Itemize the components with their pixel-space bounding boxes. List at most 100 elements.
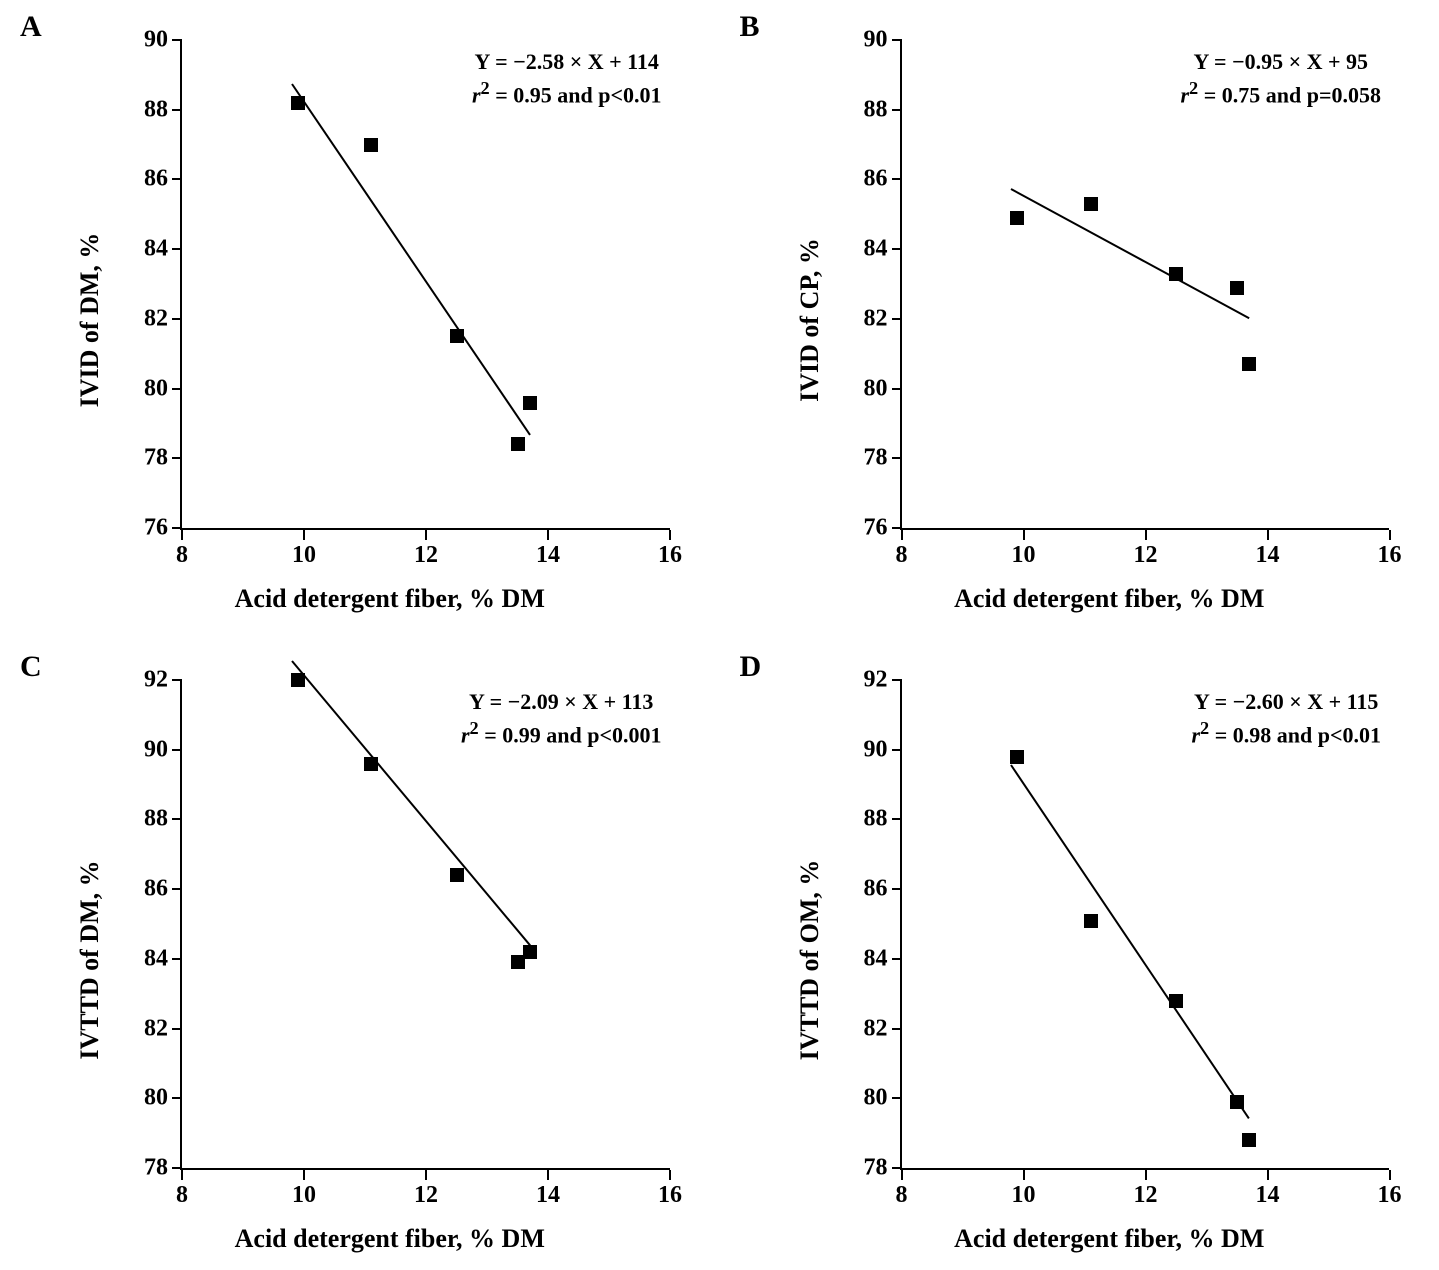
data-point bbox=[1242, 357, 1256, 371]
tick-mark bbox=[892, 818, 902, 820]
equation-line-2: r2 = 0.75 and p=0.058 bbox=[1180, 77, 1381, 110]
tick-mark bbox=[901, 530, 903, 540]
tick-mark bbox=[892, 248, 902, 250]
tick-label: 12 bbox=[1134, 542, 1158, 569]
tick-label: 80 bbox=[864, 375, 888, 402]
panel-c: C IVTTD of DM, % Y = −2.09 × X + 113 r2 … bbox=[20, 650, 700, 1250]
tick-label: 92 bbox=[864, 667, 888, 694]
y-axis-label: IVID of CP, % bbox=[795, 238, 825, 402]
tick-mark bbox=[172, 178, 182, 180]
tick-label: 86 bbox=[144, 876, 168, 903]
tick-mark bbox=[425, 1170, 427, 1180]
x-axis-label: Acid detergent fiber, % DM bbox=[954, 584, 1264, 614]
r2-text: = 0.75 and p=0.058 bbox=[1198, 82, 1381, 107]
chart-outer: IVTTD of OM, % Y = −2.60 × X + 115 r2 = … bbox=[800, 670, 1420, 1250]
tick-mark bbox=[172, 1097, 182, 1099]
r-italic: r bbox=[461, 722, 470, 747]
r-italic: r bbox=[1191, 722, 1200, 747]
equation-line-1: Y = −0.95 × X + 95 bbox=[1180, 48, 1381, 77]
tick-label: 12 bbox=[414, 542, 438, 569]
tick-label: 80 bbox=[864, 1085, 888, 1112]
r2-text: = 0.98 and p<0.01 bbox=[1209, 722, 1381, 747]
tick-mark bbox=[547, 530, 549, 540]
r2-text: = 0.95 and p<0.01 bbox=[490, 82, 662, 107]
tick-label: 92 bbox=[144, 667, 168, 694]
tick-label: 88 bbox=[864, 806, 888, 833]
panel-b: B IVID of CP, % Y = −0.95 × X + 95 r2 = … bbox=[740, 10, 1420, 610]
tick-label: 90 bbox=[864, 27, 888, 54]
plot-area: Y = −2.60 × X + 115 r2 = 0.98 and p<0.01… bbox=[900, 680, 1390, 1170]
r-superscript: 2 bbox=[470, 718, 479, 738]
tick-label: 10 bbox=[292, 542, 316, 569]
data-point bbox=[511, 437, 525, 451]
tick-label: 8 bbox=[896, 542, 908, 569]
data-point bbox=[291, 96, 305, 110]
data-point bbox=[1169, 267, 1183, 281]
plot-area: Y = −2.58 × X + 114 r2 = 0.95 and p<0.01… bbox=[180, 40, 670, 530]
tick-label: 86 bbox=[144, 166, 168, 193]
tick-label: 14 bbox=[1256, 1182, 1280, 1209]
equation-line-2: r2 = 0.95 and p<0.01 bbox=[472, 77, 662, 110]
tick-mark bbox=[892, 958, 902, 960]
tick-mark bbox=[181, 530, 183, 540]
tick-mark bbox=[892, 749, 902, 751]
chart-outer: IVID of DM, % Y = −2.58 × X + 114 r2 = 0… bbox=[80, 30, 700, 610]
tick-mark bbox=[1267, 1170, 1269, 1180]
tick-label: 90 bbox=[144, 736, 168, 763]
tick-mark bbox=[892, 527, 902, 529]
tick-label: 82 bbox=[864, 1015, 888, 1042]
tick-mark bbox=[172, 318, 182, 320]
tick-mark bbox=[892, 1028, 902, 1030]
tick-label: 76 bbox=[144, 515, 168, 542]
data-point bbox=[450, 329, 464, 343]
y-axis-label: IVTTD of OM, % bbox=[795, 860, 825, 1061]
tick-mark bbox=[303, 1170, 305, 1180]
panel-letter: A bbox=[20, 10, 42, 44]
y-axis-label: IVTTD of DM, % bbox=[75, 860, 105, 1059]
tick-mark bbox=[172, 388, 182, 390]
tick-mark bbox=[303, 530, 305, 540]
tick-label: 84 bbox=[864, 236, 888, 263]
tick-label: 84 bbox=[144, 945, 168, 972]
tick-label: 78 bbox=[864, 1155, 888, 1182]
tick-label: 76 bbox=[864, 515, 888, 542]
tick-label: 82 bbox=[144, 305, 168, 332]
tick-label: 78 bbox=[864, 445, 888, 472]
tick-label: 82 bbox=[144, 1015, 168, 1042]
tick-mark bbox=[892, 457, 902, 459]
x-axis-label: Acid detergent fiber, % DM bbox=[235, 584, 545, 614]
tick-label: 10 bbox=[1012, 1182, 1036, 1209]
tick-mark bbox=[172, 679, 182, 681]
data-point bbox=[364, 757, 378, 771]
equation-line-2: r2 = 0.98 and p<0.01 bbox=[1191, 717, 1381, 750]
tick-label: 8 bbox=[176, 542, 188, 569]
tick-mark bbox=[892, 39, 902, 41]
data-point bbox=[1230, 281, 1244, 295]
chart-outer: IVID of CP, % Y = −0.95 × X + 95 r2 = 0.… bbox=[800, 30, 1420, 610]
tick-label: 16 bbox=[658, 542, 682, 569]
tick-mark bbox=[172, 457, 182, 459]
tick-mark bbox=[1267, 530, 1269, 540]
tick-label: 82 bbox=[864, 305, 888, 332]
tick-mark bbox=[172, 39, 182, 41]
tick-label: 12 bbox=[1134, 1182, 1158, 1209]
tick-mark bbox=[172, 1028, 182, 1030]
regression-line bbox=[1011, 188, 1250, 319]
panel-a: A IVID of DM, % Y = −2.58 × X + 114 r2 =… bbox=[20, 10, 700, 610]
tick-mark bbox=[892, 1097, 902, 1099]
equation-block: Y = −2.09 × X + 113 r2 = 0.99 and p<0.00… bbox=[461, 688, 662, 750]
tick-mark bbox=[669, 530, 671, 540]
tick-mark bbox=[181, 1170, 183, 1180]
tick-label: 88 bbox=[864, 96, 888, 123]
equation-block: Y = −2.60 × X + 115 r2 = 0.98 and p<0.01 bbox=[1191, 688, 1381, 750]
plot-area: Y = −0.95 × X + 95 r2 = 0.75 and p=0.058… bbox=[900, 40, 1390, 530]
equation-line-1: Y = −2.60 × X + 115 bbox=[1191, 688, 1381, 717]
tick-mark bbox=[669, 1170, 671, 1180]
data-point bbox=[1010, 211, 1024, 225]
data-point bbox=[364, 138, 378, 152]
tick-mark bbox=[172, 888, 182, 890]
tick-mark bbox=[172, 818, 182, 820]
plot-area: Y = −2.09 × X + 113 r2 = 0.99 and p<0.00… bbox=[180, 680, 670, 1170]
tick-label: 80 bbox=[144, 375, 168, 402]
r-italic: r bbox=[472, 82, 481, 107]
